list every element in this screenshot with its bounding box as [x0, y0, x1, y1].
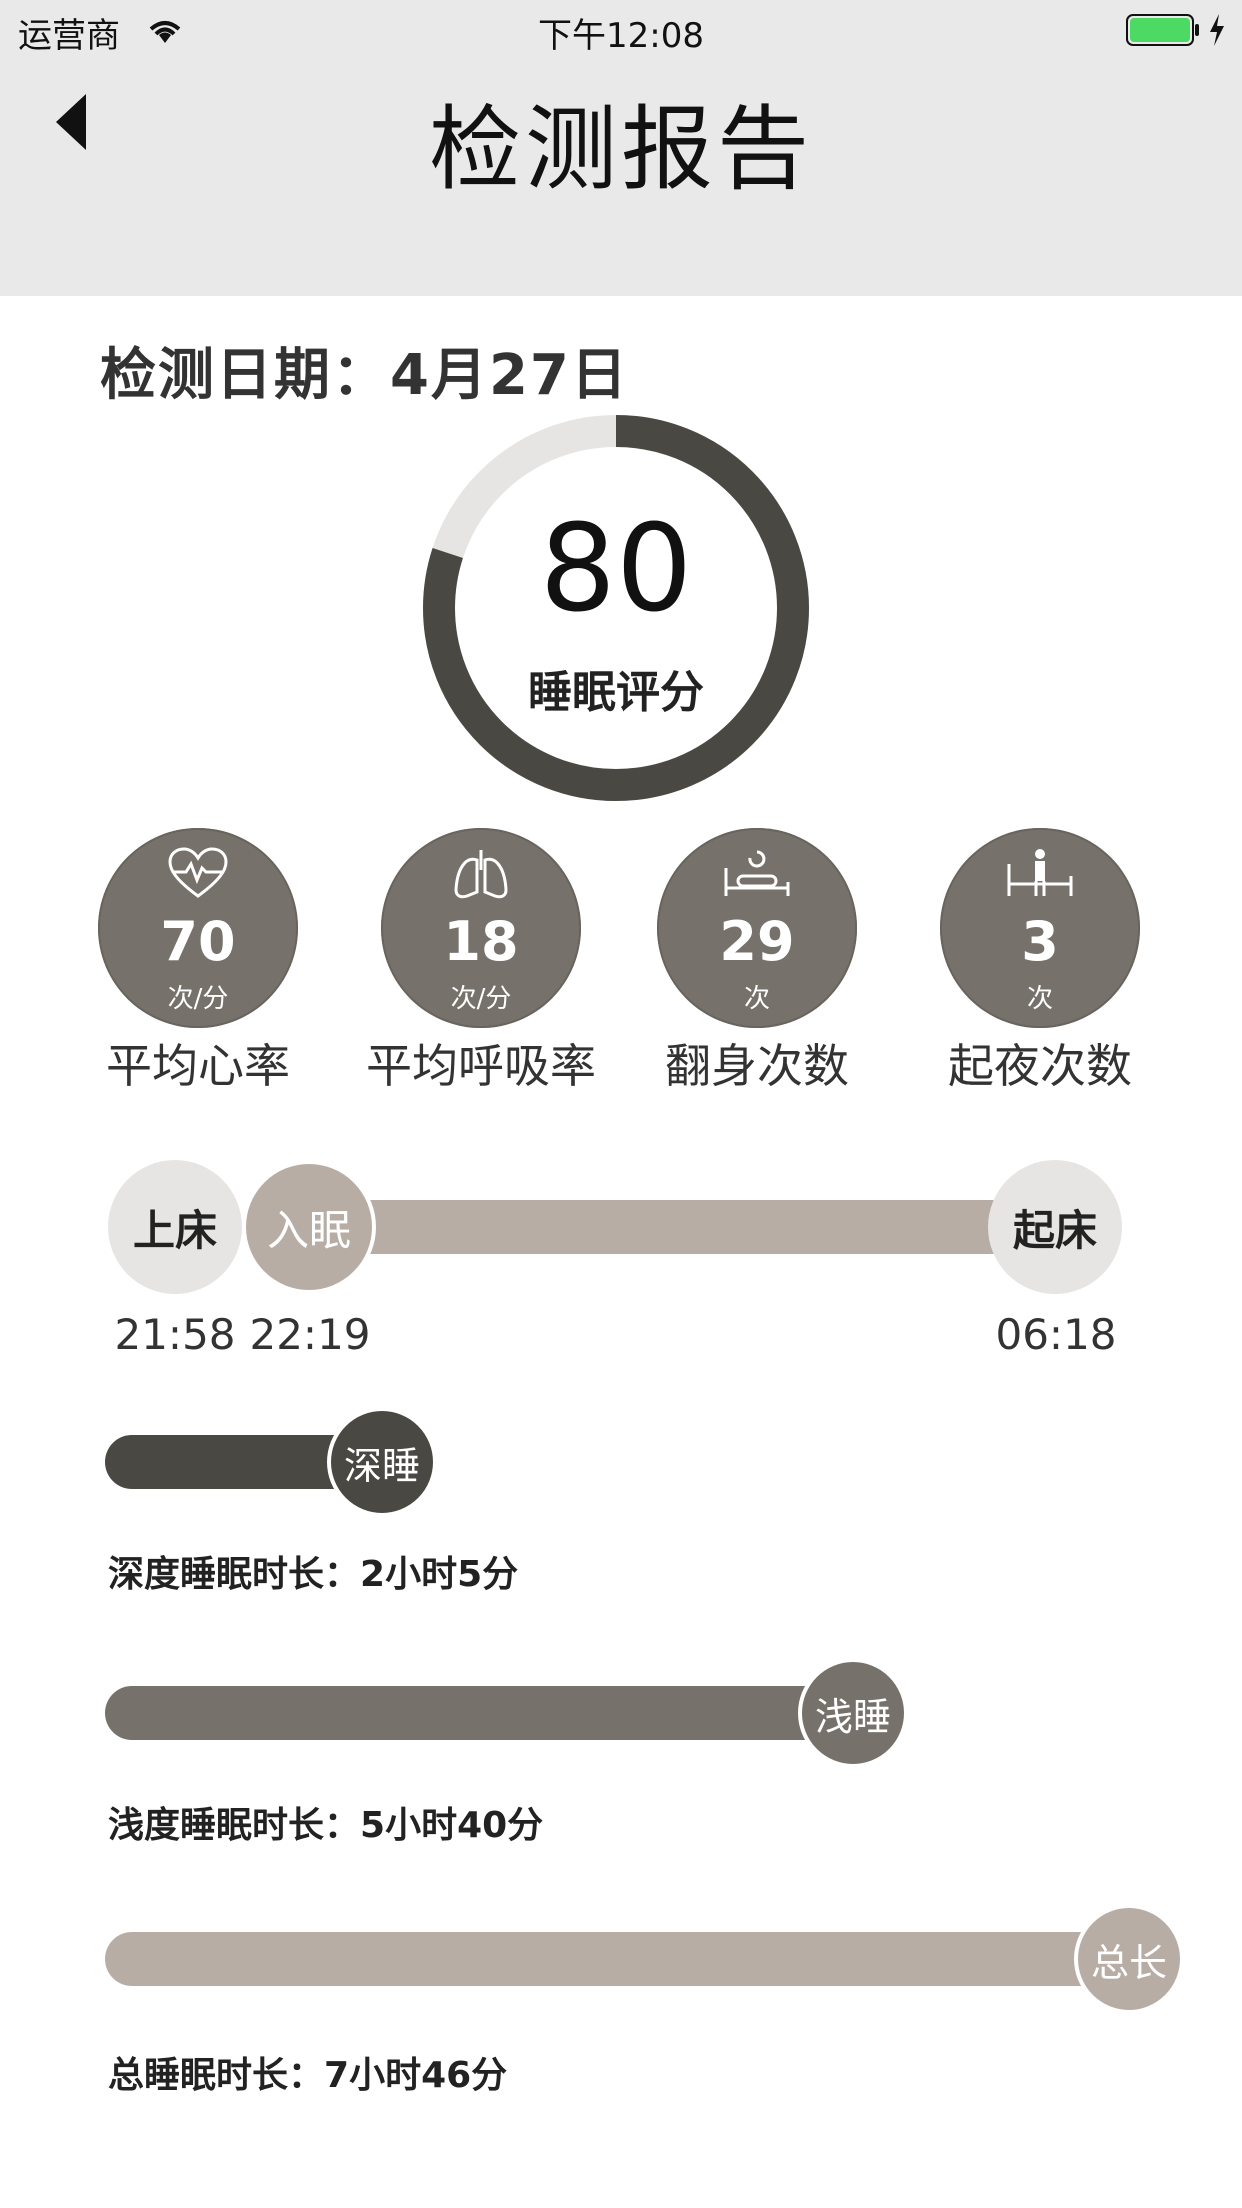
sleep-onset-time: 22:19: [249, 1310, 371, 1359]
heart-rate-unit: 次/分: [167, 984, 229, 1014]
wake-time: 06:18: [995, 1310, 1117, 1359]
sleep-score-label: 睡眠评分: [528, 667, 704, 718]
get-up-label: 起夜次数: [948, 1039, 1132, 1093]
back-arrow-icon[interactable]: [52, 92, 88, 152]
heart-rate-label: 平均心率: [106, 1039, 290, 1093]
turn-over-value: 29: [719, 910, 795, 973]
breathing-rate-label: 平均呼吸率: [366, 1039, 596, 1093]
page-title: 检测报告: [428, 96, 813, 203]
wake-time-marker: 起床: [988, 1160, 1122, 1294]
date-label: 检测日期：: [100, 343, 390, 408]
date-value: 4月27日: [390, 343, 629, 408]
total-sleep-value: 7小时46分: [324, 2055, 508, 2096]
deep-sleep-duration: 深度睡眠时长：2小时5分: [108, 1545, 518, 1597]
get-up-bed-icon: [1007, 849, 1073, 896]
sleep-timeline-bar: [360, 1200, 1060, 1254]
breathing-rate-value: 18: [443, 910, 519, 973]
stat-heart-rate: 70 次/分: [98, 828, 298, 1028]
sleep-score-ring: [423, 415, 809, 801]
sleep-score-value: 80: [539, 500, 693, 639]
turn-over-label: 翻身次数: [665, 1039, 849, 1093]
light-sleep-knob: 浅睡: [798, 1658, 908, 1768]
breathing-rate-unit: 次/分: [450, 984, 512, 1014]
total-sleep-label: 总睡眠时长：: [108, 2055, 325, 2096]
wifi-icon: [149, 21, 181, 43]
status-time: 下午12:08: [538, 16, 704, 56]
turn-over-unit: 次: [743, 984, 770, 1014]
deep-sleep-value: 2小时5分: [360, 1554, 519, 1595]
score-ring-progress: [423, 415, 809, 801]
total-sleep-knob: 总长: [1074, 1904, 1184, 2014]
get-up-unit: 次: [1026, 984, 1053, 1014]
nav-header: 运营商 下午12:08 检测报告: [0, 0, 1242, 296]
total-sleep-duration: 总睡眠时长：7小时46分: [108, 2046, 507, 2098]
stat-breathing-rate: 18 次/分: [381, 828, 581, 1028]
report-date: 检测日期：4月27日: [100, 330, 629, 411]
battery-icon: [1126, 14, 1199, 46]
deep-sleep-label: 深度睡眠时长：: [108, 1554, 361, 1595]
deep-sleep-knob: 深睡: [327, 1407, 437, 1517]
stat-get-up: 3 次: [940, 828, 1140, 1028]
stat-turn-over: 29 次: [657, 828, 857, 1028]
heart-rate-icon: [168, 847, 228, 898]
total-sleep-bar: [105, 1932, 1125, 1986]
bed-time-marker: 上床: [108, 1160, 242, 1294]
light-sleep-duration: 浅度睡眠时长：5小时40分: [108, 1796, 543, 1848]
heart-rate-value: 70: [160, 910, 236, 973]
sleep-onset-marker: 入眠: [242, 1160, 376, 1294]
carrier-label: 运营商: [18, 16, 120, 56]
lungs-icon: [454, 850, 508, 899]
light-sleep-bar: [105, 1686, 845, 1740]
bed-time: 21:58: [114, 1310, 236, 1359]
light-sleep-value: 5小时40分: [360, 1805, 544, 1846]
get-up-value: 3: [1021, 910, 1059, 973]
turn-over-bed-icon: [724, 850, 790, 896]
light-sleep-label: 浅度睡眠时长：: [108, 1805, 361, 1846]
charging-bolt-icon: [1210, 14, 1224, 46]
